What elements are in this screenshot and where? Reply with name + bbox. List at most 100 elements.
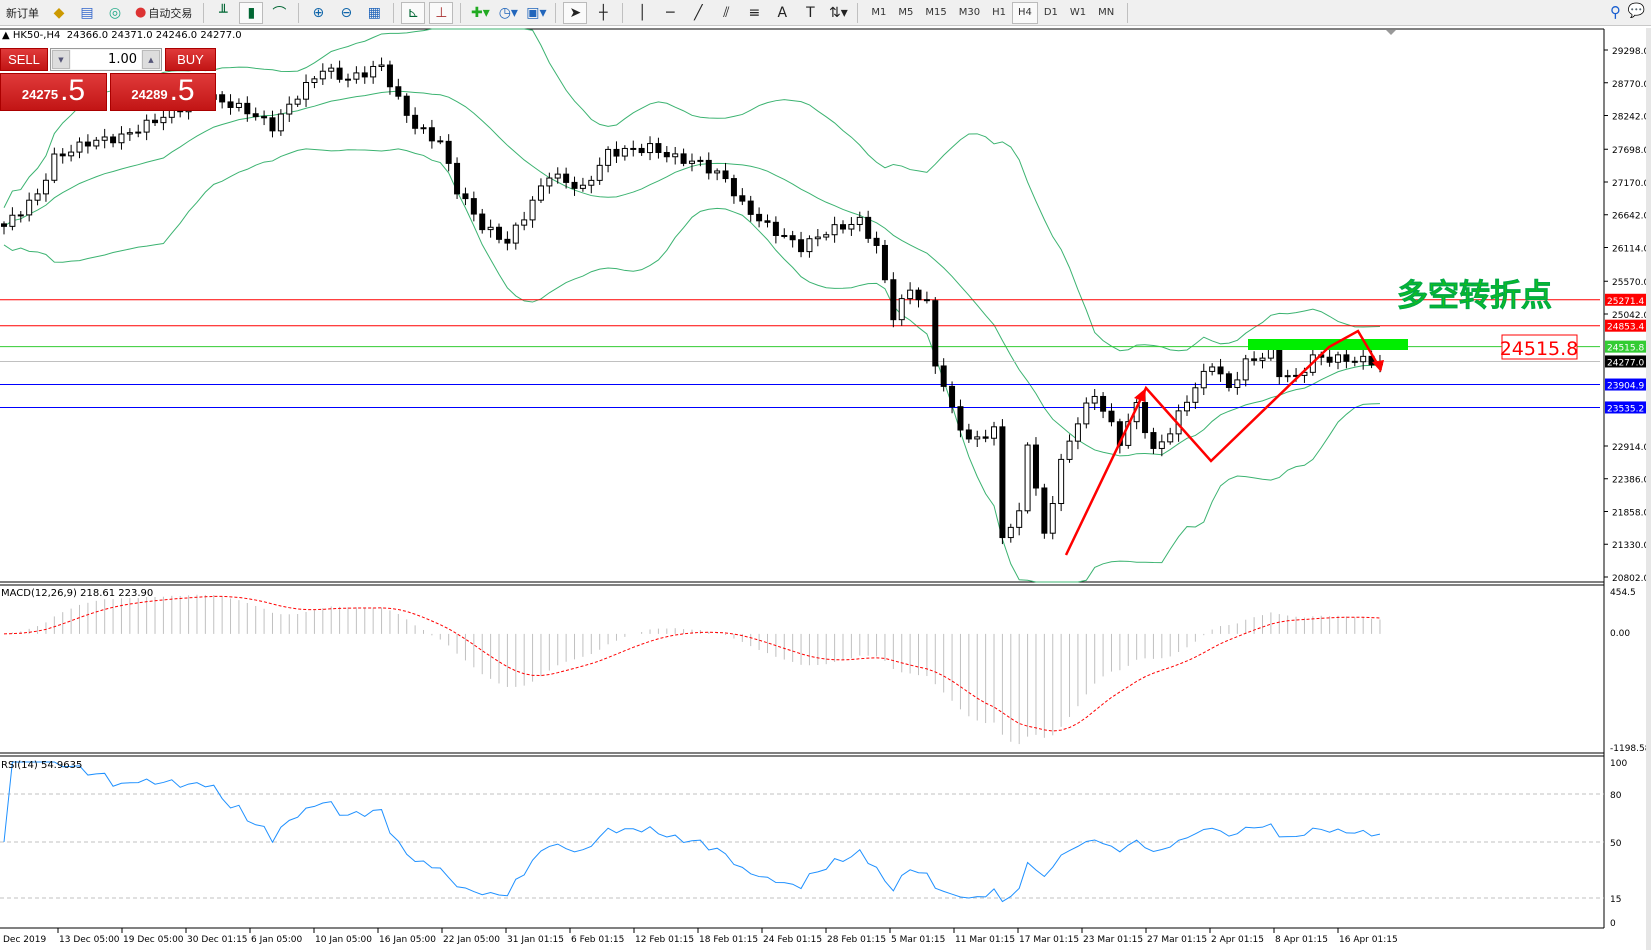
cursor-icon[interactable]: ➤ (563, 1, 588, 24)
line-chart-icon[interactable]: ⌒ (272, 5, 287, 22)
autoscroll-icon[interactable]: ⊾ (401, 1, 426, 24)
candlestick-icon[interactable]: ▮ (239, 1, 264, 24)
candle-body (344, 78, 351, 81)
bollinger-bands (3, 28, 1380, 583)
timeframe-w1[interactable]: W1 (1069, 7, 1087, 18)
text-label-icon[interactable]: T (806, 4, 815, 21)
candle-body (479, 213, 486, 231)
candle-body (1242, 358, 1249, 381)
separator (460, 2, 462, 23)
rsi-pane (0, 761, 1604, 903)
toolbar: 新订单 ◆ ▤ ◎ ● 自动交易 ╨ ▮ ⌒ ⊕ ⊖ ▦ ⊾ ⊥ ✚▾ ◷▾ ▣▾… (0, 0, 1651, 26)
macd-pane (3, 594, 1381, 745)
candle-body (1150, 432, 1157, 449)
chat-icon[interactable]: 💬 (1627, 3, 1645, 19)
candle-body (252, 113, 259, 118)
candle-body (1049, 503, 1056, 534)
level-price-text: 25271.4 (1607, 297, 1644, 307)
periods-icon[interactable]: ◷▾ (498, 4, 518, 21)
trendline-icon[interactable]: ╱ (694, 4, 703, 21)
candle-body (101, 136, 108, 141)
timeframe-m1[interactable]: M1 (871, 7, 887, 18)
sell-button[interactable]: SELL (0, 48, 48, 71)
lot-size-input[interactable]: ▼ 1.00 ▲ (50, 48, 162, 71)
turning-point-text[interactable]: 多空转折点 (1397, 278, 1553, 315)
timeframe-m5[interactable]: M5 (898, 7, 914, 18)
candle-body (605, 148, 612, 166)
time-axis-label: 17 Mar 01:15 (1019, 935, 1079, 945)
candle-body (974, 436, 981, 440)
candle-body (34, 193, 41, 201)
timeframe-h1[interactable]: H1 (992, 7, 1006, 18)
zoom-out-icon[interactable]: ⊖ (340, 4, 353, 21)
horizontal-line-icon[interactable]: ─ (666, 4, 675, 21)
market-watch-icon[interactable]: ◆ (53, 4, 65, 21)
data-window-icon[interactable]: ▤ (80, 4, 94, 21)
search-icon[interactable]: ⚲ (1610, 3, 1621, 21)
vertical-line-icon[interactable]: │ (638, 4, 647, 21)
chart-shift-icon[interactable]: ⊥ (429, 1, 454, 24)
tile-windows-icon[interactable]: ▦ (367, 4, 381, 21)
candle-body (59, 153, 66, 157)
new-order-button[interactable]: 新订单 (6, 6, 39, 20)
time-axis-label: 2 Apr 01:15 (1211, 935, 1264, 945)
candle-body (294, 98, 301, 105)
time-axis-label: 13 Dec 05:00 (59, 935, 120, 945)
candle-body (118, 133, 125, 144)
zoom-in-icon[interactable]: ⊕ (312, 4, 325, 21)
annotations[interactable] (1064, 329, 1408, 556)
bar-chart-icon[interactable]: ╨ (219, 4, 228, 21)
price-axis-label: 27698.0 (1612, 146, 1649, 156)
sell-price-button[interactable]: 24275.5 (0, 73, 107, 111)
candle-body (336, 67, 343, 80)
equidistant-channel-icon[interactable]: ⫽ (723, 4, 730, 21)
separator (1127, 2, 1129, 23)
time-axis-label: 16 Jan 05:00 (379, 935, 436, 945)
templates-icon[interactable]: ▣▾ (526, 4, 547, 21)
arrows-icon[interactable]: ⇅▾ (828, 4, 848, 21)
candle-body (1091, 395, 1098, 404)
lot-decrease-button[interactable]: ▼ (52, 50, 70, 69)
timeframe-mn[interactable]: MN (1098, 7, 1115, 18)
candle-body (1183, 401, 1190, 412)
candle-body (999, 426, 1006, 539)
buy-button[interactable]: BUY (165, 48, 216, 71)
price-axis-label: 27170.0 (1612, 179, 1649, 189)
level-price-tag (1605, 293, 1649, 306)
macd-axis-label: 454.5 (1610, 588, 1636, 598)
time-axis-label: 6 Feb 01:15 (571, 935, 624, 945)
candle-body (722, 170, 729, 180)
candle-body (1066, 440, 1073, 460)
timeframe-d1[interactable]: D1 (1043, 7, 1058, 18)
crosshair-icon[interactable]: ┼ (599, 4, 608, 21)
candle-body (730, 178, 737, 197)
scrollbar[interactable] (1646, 28, 1651, 950)
price-label-box[interactable] (1501, 334, 1578, 360)
rsi-axis-label: 50 (1610, 839, 1622, 849)
candle-body (1158, 441, 1165, 449)
indicators-icon[interactable]: ✚▾ (470, 4, 490, 21)
timeframe-m15[interactable]: M15 (925, 7, 947, 18)
separator (298, 2, 300, 23)
candle-body (940, 365, 947, 387)
price-axis-label: 26642.0 (1612, 212, 1649, 222)
lot-value[interactable]: 1.00 (71, 50, 141, 69)
bollinger-middle (3, 90, 1380, 457)
candle-body (613, 148, 620, 157)
buy-price-button[interactable]: 24289.5 (110, 73, 216, 111)
candle-body (1335, 354, 1342, 363)
candle-body (244, 102, 251, 115)
auto-trading-button[interactable]: ● 自动交易 (131, 2, 196, 24)
fibonacci-icon[interactable]: ≡ (748, 4, 761, 21)
timeframe-m30[interactable]: M30 (958, 7, 981, 18)
candle-body (126, 132, 133, 135)
level-price-text: 24277.0 (1607, 358, 1644, 368)
horizontal-levels[interactable]: 25271.4 24853.4 24515.8 24277.0 23904.9 23535… (0, 293, 1649, 415)
chart-canvas[interactable]: 25271.4 24853.4 24515.8 24277.0 23904.9 23535… (0, 28, 1651, 950)
lot-increase-button[interactable]: ▲ (142, 50, 160, 69)
signal-icon[interactable]: ◎ (108, 4, 122, 21)
candle-body (739, 195, 746, 202)
candle-body (831, 224, 838, 236)
timeframe-h4[interactable]: H4 (1011, 1, 1038, 24)
text-icon[interactable]: A (777, 4, 788, 21)
